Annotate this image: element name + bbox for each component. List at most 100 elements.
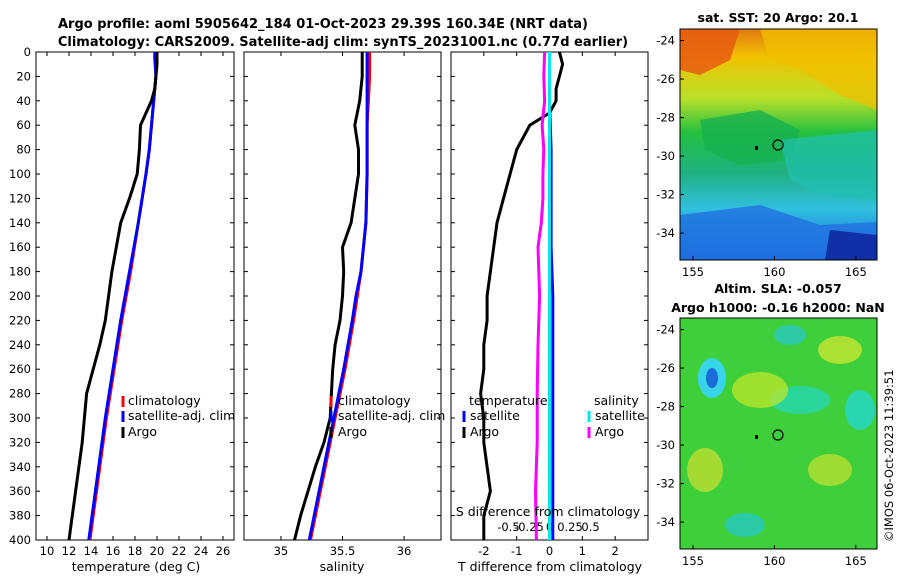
x-tick-label: 26 <box>216 544 231 558</box>
legend-label-s-argo: Argo <box>595 424 624 439</box>
depth-tick-label: 200 <box>9 289 31 303</box>
figure-title-line1: Argo profile: aoml 5905642_184 01-Oct-20… <box>58 17 588 32</box>
sla-map-frame <box>679 317 878 550</box>
x2-tick-label: -0.25 <box>514 520 544 534</box>
legend-label-climatology: climatology <box>128 393 201 408</box>
legend-label-t-argo: Argo <box>470 424 499 439</box>
map-y-tick-label: -24 <box>656 34 675 48</box>
difference-legend: temperature satellite Argo salinity sate… <box>462 393 645 439</box>
x-tick-label: 24 <box>194 544 209 558</box>
difference-series <box>479 52 565 540</box>
x-tick-label: 16 <box>106 544 121 558</box>
legend-label-argo: Argo <box>128 424 157 439</box>
map-x-tick-label: 155 <box>682 265 704 279</box>
s-difference-xlabel: S difference from climatology <box>456 504 641 519</box>
difference-series-salinity-argo <box>534 52 547 540</box>
depth-tick-label: 300 <box>9 411 31 425</box>
map-y-tick-label: -26 <box>656 72 675 86</box>
temperature-series-argo <box>67 52 159 540</box>
sla-map-title-line2: Argo h1000: -0.16 h2000: NaN <box>671 300 885 315</box>
temperature-x-axis: 10 12 14 16 18 20 22 24 26 <box>40 52 231 558</box>
argo-location-marker <box>772 429 784 441</box>
temperature-series-satellite-adj-clim <box>87 52 158 540</box>
depth-tick-label: 160 <box>9 240 31 254</box>
x-tick-label: 18 <box>128 544 143 558</box>
map-y-tick-label: -30 <box>656 149 675 163</box>
x-tick-label: 14 <box>84 544 99 558</box>
map-x-tick-label: 165 <box>845 554 867 568</box>
depth-axis: 0 20 40 60 80 100 120 140 160 180 200 220 240 260 280 3… <box>9 45 648 547</box>
depth-tick-label: 240 <box>9 338 31 352</box>
depth-tick-label: 20 <box>16 69 31 83</box>
depth-tick-label: 0 <box>24 45 31 59</box>
argo-location-marker <box>772 139 784 151</box>
sla-map-axes: 155 160 165 -24 -26 -28 -30 -32 -34 <box>656 323 867 568</box>
t-difference-xlabel: T difference from climatology <box>457 559 643 574</box>
imos-timestamp: ©IMOS 06-Oct-2023 11:39:51 <box>882 369 896 542</box>
legend-label-s-satellite: satellite <box>595 408 645 423</box>
depth-tick-label: 260 <box>9 362 31 376</box>
salinity-series-satellite-adj-clim <box>307 52 369 540</box>
depth-tick-label: 180 <box>9 265 31 279</box>
x2-tick-label: 0.25 <box>557 520 583 534</box>
legend-label-t-satellite: satellite <box>470 408 520 423</box>
x-tick-label: 20 <box>150 544 165 558</box>
depth-tick-label: 320 <box>9 435 31 449</box>
x-tick-label: 12 <box>62 544 77 558</box>
map-y-tick-label: -28 <box>656 111 675 125</box>
map-y-tick-label: -32 <box>656 188 675 202</box>
figure-title-line2: Climatology: CARS2009. Satellite-adj cli… <box>58 35 628 50</box>
salinity-xlabel: salinity <box>320 559 365 574</box>
sla-map-image <box>680 318 877 549</box>
temperature-axes <box>35 51 235 541</box>
legend-label-climatology: climatology <box>338 393 411 408</box>
x-tick-label: -2 <box>478 544 489 558</box>
sst-map-axes: 155 160 165 -24 -26 -28 -30 -32 -34 <box>656 34 867 279</box>
map-y-tick-label: -24 <box>656 323 675 337</box>
depth-tick-label: 40 <box>16 94 31 108</box>
depth-tick-label: 60 <box>16 118 31 132</box>
map-y-tick-label: -32 <box>656 477 675 491</box>
temperature-xlabel: temperature (deg C) <box>72 559 201 574</box>
x-tick-label: 22 <box>172 544 187 558</box>
depth-tick-label: 80 <box>16 143 31 157</box>
salinity-series <box>293 52 372 540</box>
x-tick-label: 0 <box>546 544 553 558</box>
x-tick-label: 1 <box>579 544 586 558</box>
map-x-tick-label: 160 <box>763 554 785 568</box>
x2-tick-label: 0.5 <box>581 520 599 534</box>
sst-map-image <box>680 29 877 260</box>
depth-tick-label: 140 <box>9 216 31 230</box>
map-y-tick-label: -30 <box>656 438 675 452</box>
x2-tick-label: -0.5 <box>497 520 519 534</box>
map-x-tick-label: 155 <box>682 554 704 568</box>
legend-label-satellite-adj: satellite-adj. clim <box>338 408 445 423</box>
map-y-tick-label: -28 <box>656 400 675 414</box>
depth-tick-label: 220 <box>9 313 31 327</box>
x-tick-label: 2 <box>612 544 619 558</box>
map-y-tick-label: -26 <box>656 361 675 375</box>
argo-track-marker <box>755 146 758 150</box>
depth-tick-label: 340 <box>9 460 31 474</box>
map-y-tick-label: -34 <box>656 515 675 529</box>
temperature-series <box>67 52 159 540</box>
temperature-legend: climatology satellite-adj. clim Argo <box>121 393 235 439</box>
legend-head-salinity: salinity <box>594 393 639 408</box>
map-x-tick-label: 165 <box>845 265 867 279</box>
salinity-series-argo <box>293 52 364 540</box>
depth-tick-label: 280 <box>9 387 31 401</box>
sst-map-title: sat. SST: 20 Argo: 20.1 <box>698 10 859 25</box>
depth-tick-label: 360 <box>9 484 31 498</box>
legend-label-argo: Argo <box>338 424 367 439</box>
salinity-series-climatology <box>309 52 372 540</box>
depth-tick-label: 120 <box>9 191 31 205</box>
salinity-legend: climatology satellite-adj. clim Argo <box>329 393 445 439</box>
x-tick-label: 36 <box>397 544 412 558</box>
map-x-tick-label: 160 <box>763 265 785 279</box>
x-tick-label: 35 <box>274 544 289 558</box>
argo-track-marker <box>755 435 758 439</box>
difference-series-temperature-argo <box>479 52 565 540</box>
legend-head-temperature: temperature <box>469 393 548 408</box>
depth-tick-label: 400 <box>9 533 31 547</box>
